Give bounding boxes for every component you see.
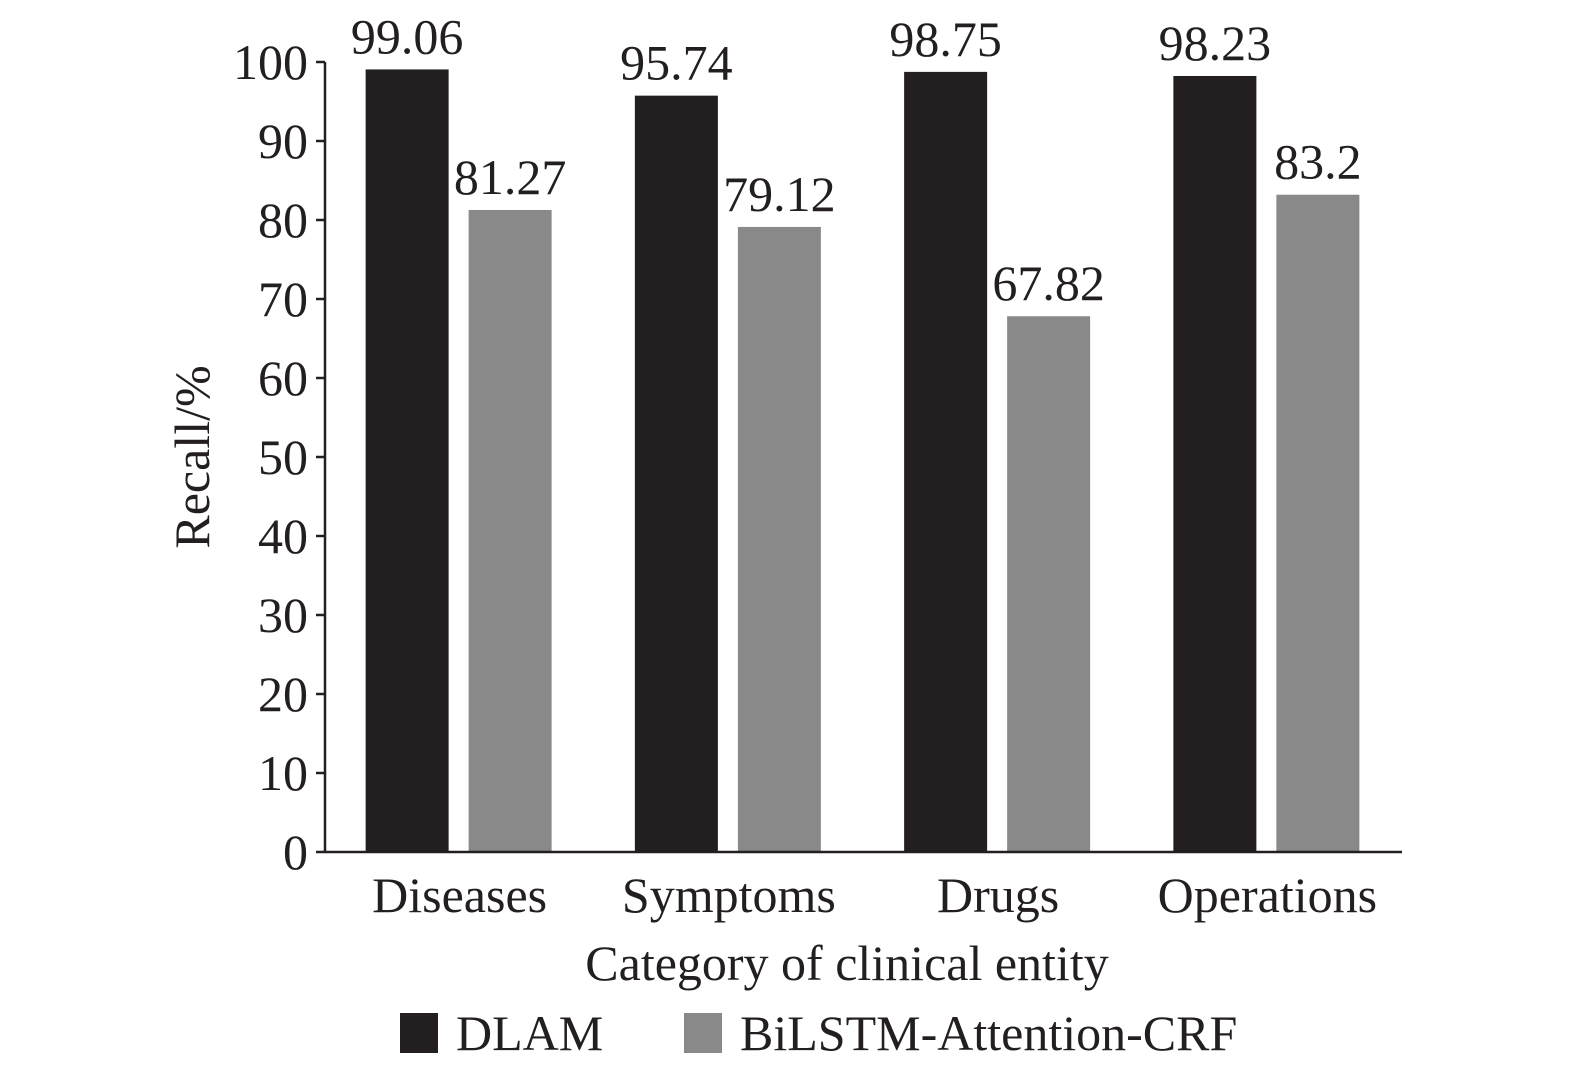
x-tick-label: Diseases [372,867,547,923]
data-label: 81.27 [454,149,567,205]
legend-swatch [400,1013,438,1053]
y-axis-label: Recall/% [164,365,220,548]
legend-swatch [684,1013,722,1053]
bar-bilstm-attention-crf-operations [1276,194,1360,853]
x-axis: Diseases Symptoms Drugs Operations [325,850,1402,923]
y-tick-label: 60 [258,350,308,406]
y-tick-label: 90 [258,113,308,169]
data-label: 98.23 [1159,15,1272,71]
bar-dlam-diseases [365,69,449,852]
data-label: 79.12 [723,166,836,222]
y-tick-label: 10 [258,745,308,801]
x-tick-label: Drugs [937,867,1059,923]
y-tick-label: 100 [233,34,308,90]
bar-dlam-drugs [904,71,988,852]
y-axis: 0 10 20 30 40 50 60 70 80 90 100 [233,34,327,880]
legend-label: BiLSTM-Attention-CRF [740,1005,1237,1061]
y-tick-label: 70 [258,271,308,327]
bar-dlam-symptoms [634,95,718,853]
data-label: 95.74 [620,35,733,91]
data-label: 67.82 [992,255,1105,311]
bar-bilstm-attention-crf-diseases [468,209,552,853]
data-label: 99.06 [351,8,464,64]
legend-label: DLAM [456,1005,603,1061]
data-label: 83.2 [1274,134,1362,190]
bar-dlam-operations [1173,75,1257,852]
bars: 99.06 81.27 95.74 79.12 98.75 67.82 98.23 83.2 [351,8,1362,853]
y-tick-label: 40 [258,508,308,564]
y-tick-label: 0 [283,824,308,880]
bar-bilstm-attention-crf-drugs [1007,316,1091,852]
x-tick-label: Symptoms [622,867,836,923]
x-tick-label: Operations [1158,867,1377,923]
legend: DLAM BiLSTM-Attention-CRF [400,1005,1237,1061]
y-tick-label: 80 [258,192,308,248]
bar-bilstm-attention-crf-symptoms [737,226,821,852]
data-label: 98.75 [889,11,1002,67]
x-axis-label: Category of clinical entity [585,935,1108,991]
y-tick-label: 50 [258,429,308,485]
y-tick-label: 30 [258,587,308,643]
y-tick-label: 20 [258,666,308,722]
